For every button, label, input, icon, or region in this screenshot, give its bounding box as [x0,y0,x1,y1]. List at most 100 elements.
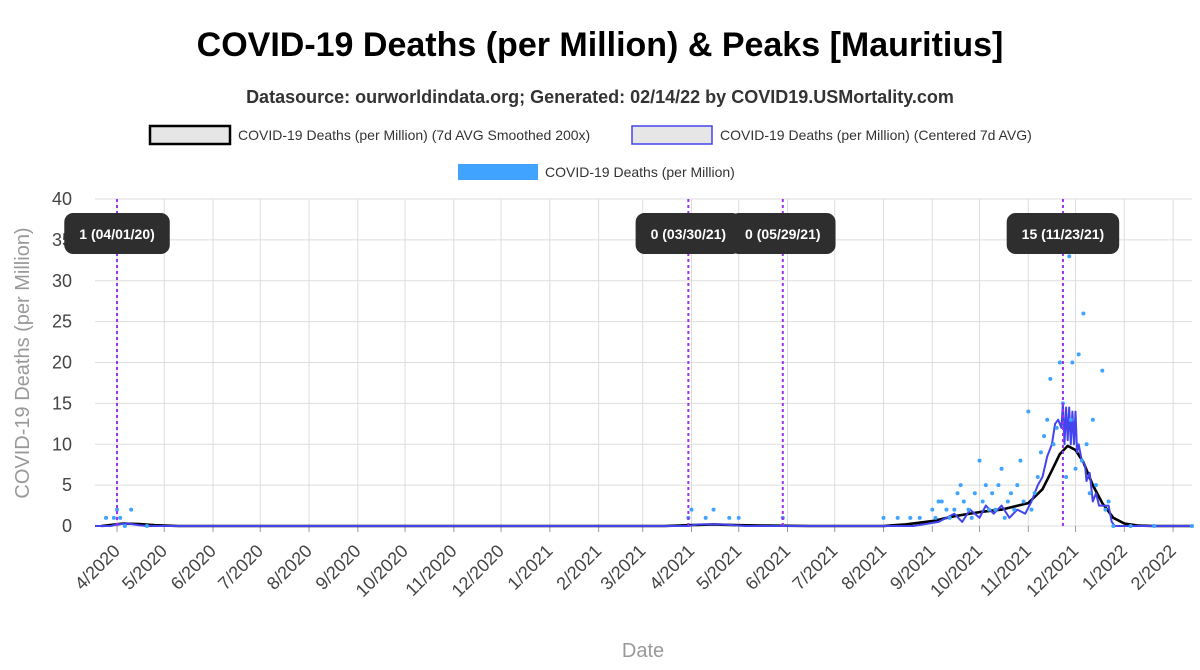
legend-swatch-centered [631,125,713,145]
data-point-daily [969,515,974,520]
x-tick-label: 12/2021 [1022,541,1082,601]
y-tick-label: 10 [52,434,72,454]
series-daily [104,254,1194,528]
data-point-daily [1111,524,1116,528]
x-tick-label: 1/2022 [1078,541,1131,594]
peak-label: 1 (04/01/20) [79,226,155,242]
data-point-daily [977,458,982,463]
legend-swatch-smoothed [148,124,232,146]
data-point-daily [1051,442,1056,447]
peak-label-box [730,213,836,254]
data-point-daily [111,515,116,520]
x-tick-label: 8/2020 [263,541,316,594]
legend-label-daily: COVID-19 Deaths (per Million) [545,164,735,180]
peak-label: 0 (05/29/21) [745,226,821,242]
data-point-daily [952,507,957,512]
x-tick-label: 4/2021 [645,541,698,594]
chart-title: COVID-19 Deaths (per Million) & Peaks [M… [197,26,1004,64]
data-point-daily [993,507,998,512]
data-point-daily [955,491,960,496]
data-point-daily [736,515,741,520]
data-point-daily [1009,491,1014,496]
x-tick-label: 10/2020 [352,541,412,601]
x-tick-label: 8/2021 [837,541,890,594]
data-point-daily [996,483,1001,488]
data-point-daily [999,466,1004,471]
data-point-daily [939,499,944,504]
data-point-daily [1054,425,1059,430]
x-tick-label: 5/2020 [118,541,171,594]
data-point-daily [1064,474,1069,479]
y-tick-label: 0 [62,516,72,536]
data-point-daily [961,499,966,504]
y-tick-label: 40 [52,189,72,209]
x-axis: 4/20205/20206/20207/20208/20209/202010/2… [71,526,1180,601]
series-centered [95,402,1192,527]
y-tick-label: 20 [52,353,72,373]
x-tick-label: 7/2021 [788,541,841,594]
data-point-daily [972,491,977,496]
data-point-daily [703,515,708,520]
data-point-daily [1002,515,1007,520]
data-point-daily [1190,524,1194,528]
chart-subtitle: Datasource: ourworldindata.org; Generate… [246,87,954,107]
legend-label-smoothed: COVID-19 Deaths (per Million) (7d AVG Sm… [238,127,590,143]
data-point-daily [1005,499,1010,504]
data-point-daily [1081,311,1086,316]
series-line-centered [95,402,1192,527]
legend-item-smoothed[interactable]: COVID-19 Deaths (per Million) (7d AVG Sm… [148,124,590,146]
x-tick-label: 3/2021 [596,541,649,594]
data-point-daily [118,515,123,520]
data-point-daily [1087,491,1092,496]
data-point-daily [895,515,900,520]
y-axis-title: COVID-19 Deaths (per Million) [12,227,34,498]
data-point-daily [930,507,935,512]
y-tick-label: 30 [52,271,72,291]
x-tick-label: 2/2021 [552,541,605,594]
data-point-daily [1045,417,1050,422]
grid [95,198,1192,527]
data-point-daily [983,483,988,488]
data-point-daily [1073,466,1078,471]
peak-label-box [1006,213,1120,254]
data-point-daily [917,515,922,520]
data-point-daily [1035,474,1040,479]
x-tick-label: 10/2021 [926,541,986,601]
data-point-daily [711,507,716,512]
data-point-daily [1079,458,1084,463]
legend-item-daily[interactable]: COVID-19 Deaths (per Million) [458,164,735,180]
data-point-daily [1048,376,1053,381]
data-point-daily [986,507,991,512]
data-point-daily [1042,434,1047,439]
peak-label-box [635,213,742,254]
data-point-daily [689,507,694,512]
y-tick-label: 5 [62,475,72,495]
x-tick-label: 2/2022 [1127,541,1180,594]
data-point-daily [1106,499,1111,504]
data-point-daily [980,499,985,504]
data-point-daily [1084,442,1089,447]
data-point-daily [936,499,941,504]
data-point-daily [1012,507,1017,512]
data-point-daily [933,515,938,520]
y-tick-label: 25 [52,312,72,332]
legend-item-centered[interactable]: COVID-19 Deaths (per Million) (Centered … [631,125,1032,145]
peak-label-box [64,213,170,254]
x-tick-label: 5/2021 [692,541,745,594]
data-point-daily [122,524,127,528]
data-point-daily [129,507,134,512]
x-tick-label: 12/2020 [448,541,508,601]
y-tick-label: 15 [52,393,72,413]
peak-label: 0 (03/30/21) [651,226,727,242]
data-point-daily [1018,458,1023,463]
data-point-daily [1070,360,1075,365]
data-point-daily [1076,352,1081,357]
data-point-daily [947,515,952,520]
data-point-daily [944,507,949,512]
x-tick-label: 6/2021 [741,541,794,594]
legend-swatch-daily [458,164,538,180]
data-point-daily [1090,417,1095,422]
data-point-daily [908,515,913,520]
